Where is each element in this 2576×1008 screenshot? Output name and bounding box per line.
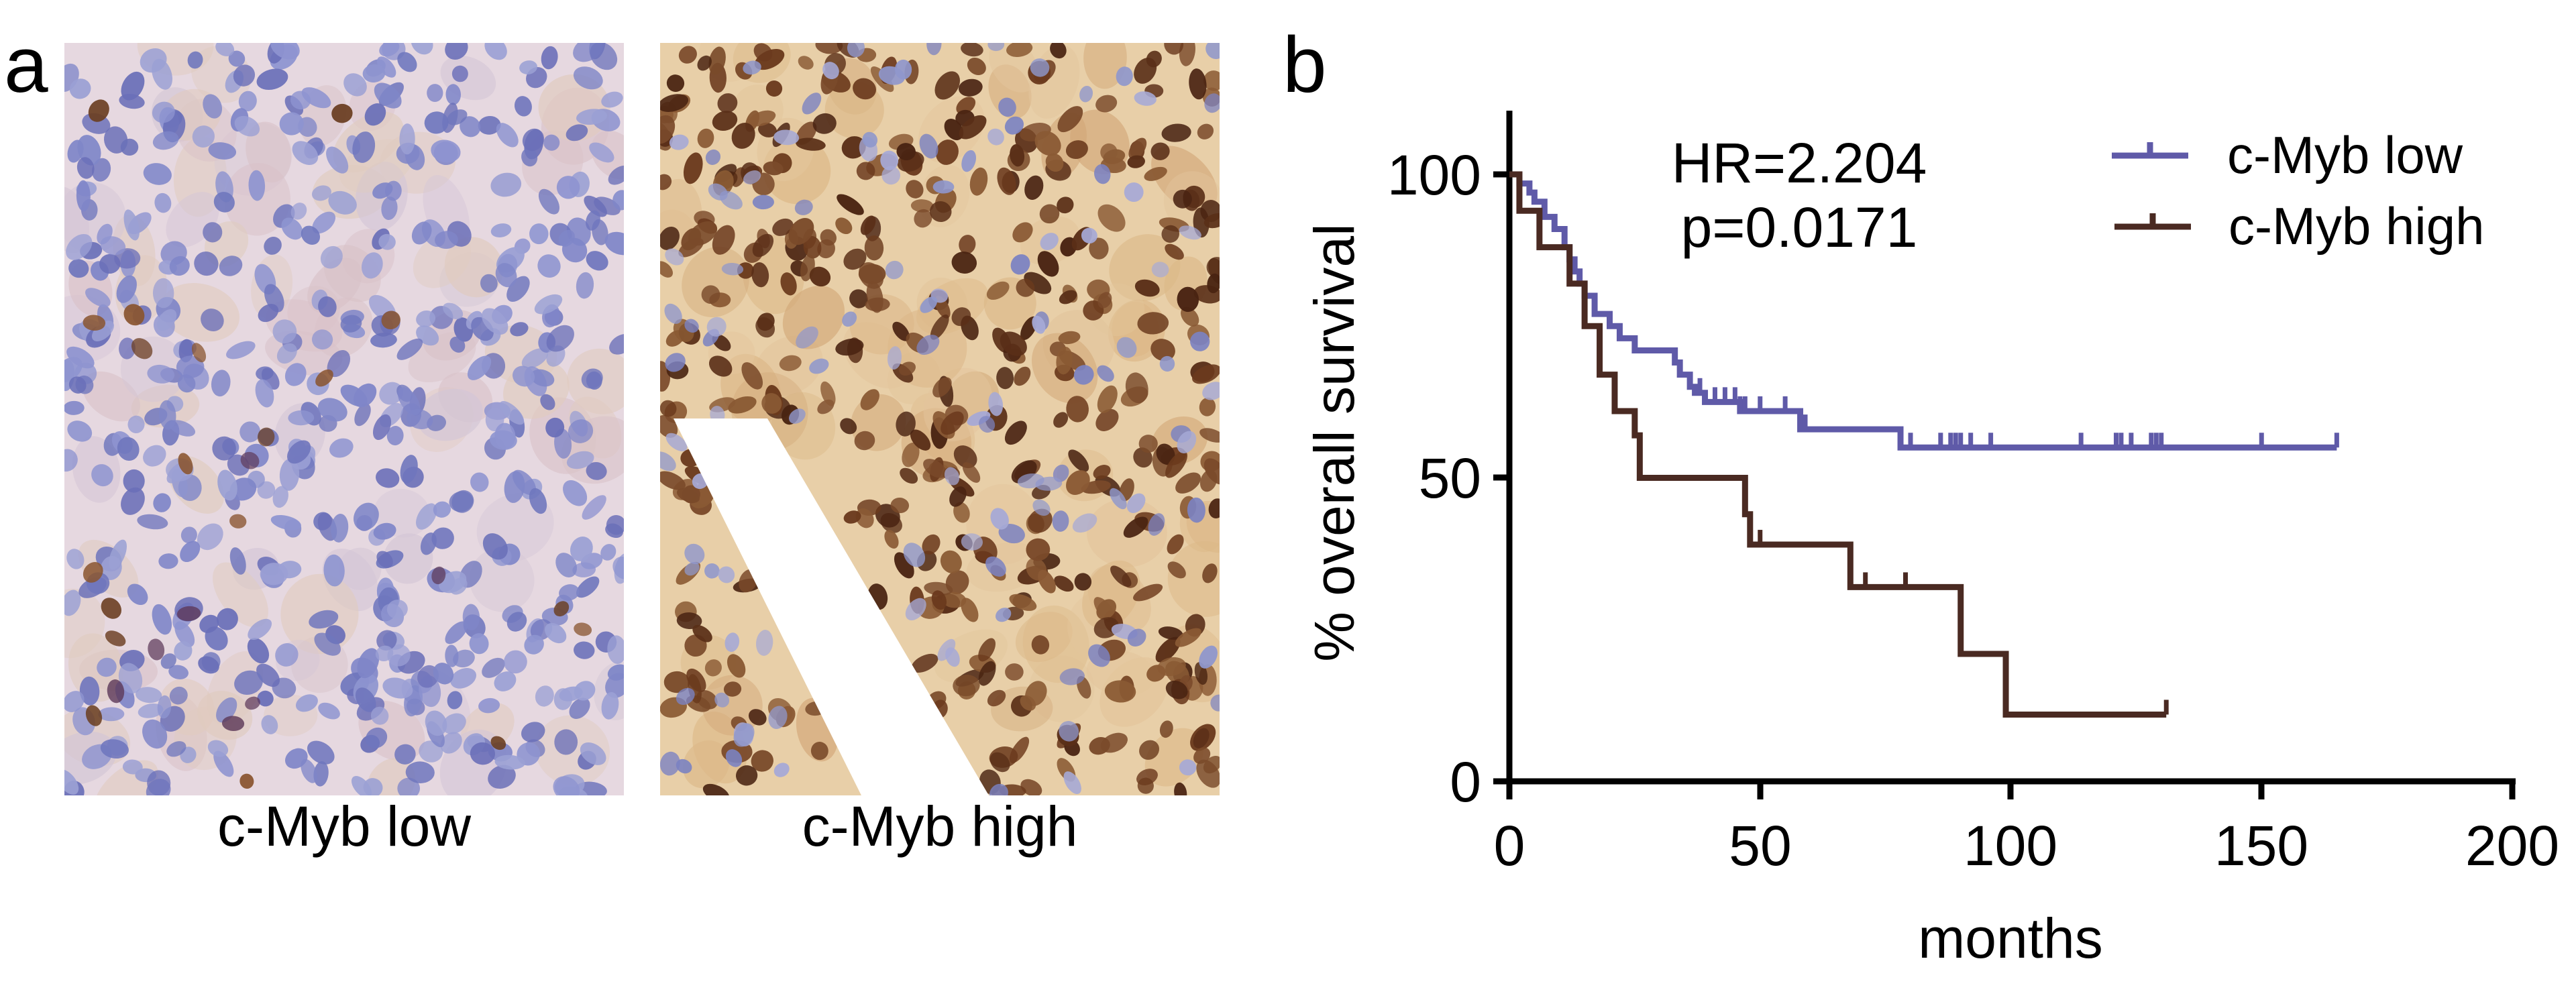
hazard-ratio-text: HR=2.204 <box>1672 131 1927 194</box>
y-tick-0: 0 <box>1450 750 1481 814</box>
survival-curves <box>1509 171 2339 718</box>
x-tick-100: 100 <box>1964 814 2057 877</box>
y-axis-title: % overall survival <box>1303 223 1366 662</box>
x-tick-50: 50 <box>1729 814 1791 877</box>
x-tick-0: 0 <box>1494 814 1525 877</box>
legend-item-cmyb-high: c-Myb high <box>2114 197 2484 256</box>
micrograph-cmyb-high <box>660 43 1220 795</box>
p-value-text: p=0.0171 <box>1681 196 1918 259</box>
y-axis <box>1493 111 1513 785</box>
x-axis <box>1506 778 2516 799</box>
caption-cmyb-high: c-Myb high <box>802 795 1078 858</box>
km-curve-cmyb-high <box>1509 171 2167 718</box>
legend-label-cmyb-low: c-Myb low <box>2227 125 2463 184</box>
legend: c-Myb low c-Myb high <box>2112 125 2484 256</box>
legend-item-cmyb-low: c-Myb low <box>2112 125 2463 184</box>
x-tick-150: 150 <box>2214 814 2308 877</box>
y-tick-50: 50 <box>1419 447 1481 510</box>
caption-cmyb-low: c-Myb low <box>217 795 472 858</box>
km-curve-cmyb-low <box>1509 171 2337 451</box>
panel-b-label: b <box>1283 21 1327 109</box>
legend-label-cmyb-high: c-Myb high <box>2229 197 2484 256</box>
y-tick-100: 100 <box>1387 144 1481 207</box>
x-tick-200: 200 <box>2465 814 2559 877</box>
panel-a-label: a <box>4 21 48 109</box>
x-axis-title: months <box>1918 907 2102 970</box>
tissue-gap <box>674 418 989 795</box>
micrograph-cmyb-low <box>64 43 624 795</box>
